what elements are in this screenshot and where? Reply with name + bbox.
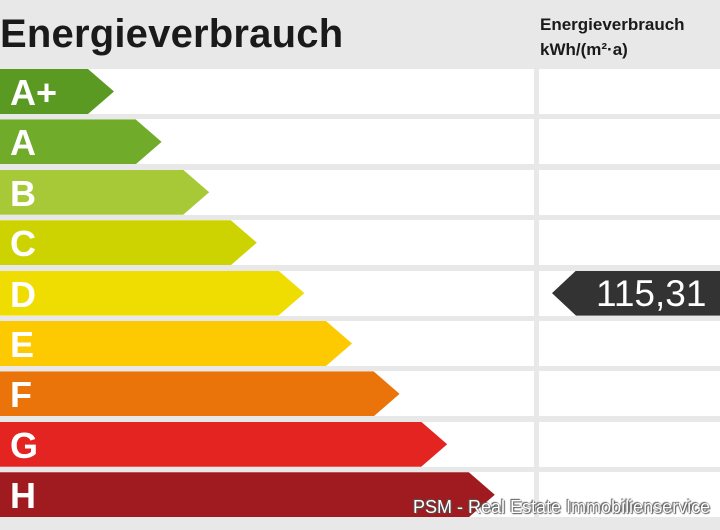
class-label: F (10, 374, 32, 416)
class-arrow (0, 422, 447, 467)
class-row: A (0, 119, 720, 165)
unit-header-line2: kWh/(m²·a) (540, 40, 628, 59)
class-row-value-cell (539, 220, 720, 266)
class-row-value-cell (539, 472, 720, 518)
class-row-value-cell (539, 371, 720, 417)
class-arrow (0, 472, 495, 517)
unit-header-line1: Energieverbrauch (540, 15, 685, 34)
class-row: B (0, 169, 720, 215)
class-label: E (10, 324, 35, 365)
class-row-value-cell (539, 169, 720, 215)
class-row-value-cell (539, 321, 720, 366)
class-label: A+ (10, 72, 58, 113)
class-row-value-cell (539, 69, 720, 114)
class-row: C (0, 220, 720, 266)
class-row: G (0, 421, 720, 467)
class-label: A (10, 122, 36, 164)
watermark: PSM - Real Estate Immobilienservice (413, 497, 711, 517)
unit-header: Energieverbrauch kWh/(m²·a) (540, 12, 685, 62)
class-label: B (10, 172, 36, 214)
class-row-value-cell (539, 421, 720, 467)
class-row-value-cell (539, 119, 720, 165)
class-arrow (0, 371, 400, 416)
page-title: Energieverbrauch (0, 12, 344, 56)
class-arrow (0, 69, 114, 114)
class-row: F (0, 371, 720, 417)
class-label: D (10, 273, 36, 315)
value-marker (552, 270, 720, 316)
class-arrow (0, 119, 162, 164)
class-arrow (0, 321, 352, 366)
class-label: H (10, 475, 36, 517)
value-marker-label: 115,31 (596, 272, 707, 314)
class-row: H (0, 472, 720, 518)
class-row: A+ (0, 69, 720, 114)
class-arrow (0, 170, 209, 215)
class-row: E (0, 321, 720, 366)
class-arrow (0, 271, 304, 316)
class-label: G (10, 424, 39, 466)
class-arrow (0, 220, 257, 265)
class-label: C (10, 223, 36, 265)
